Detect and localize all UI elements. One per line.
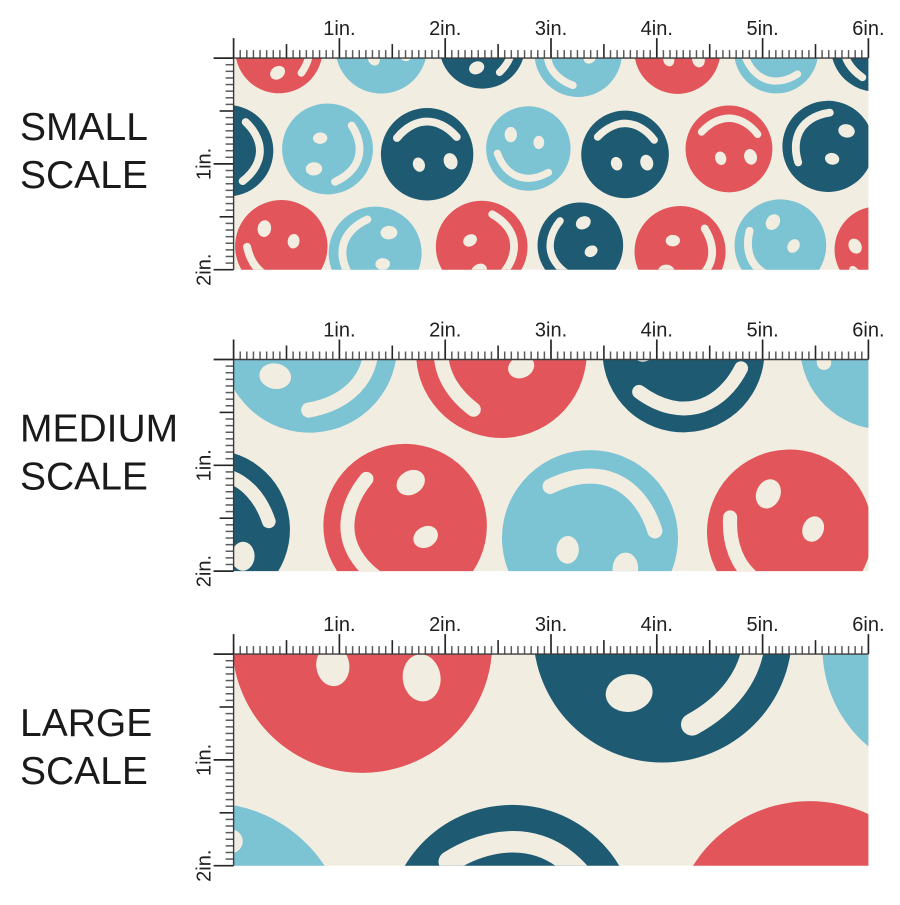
svg-text:1in.: 1in. [194, 744, 216, 776]
svg-text:3in.: 3in. [535, 18, 567, 40]
svg-text:2in.: 2in. [194, 555, 216, 587]
svg-text:1in.: 1in. [323, 614, 355, 636]
svg-text:1in.: 1in. [323, 18, 355, 40]
svg-text:5in.: 5in. [746, 18, 778, 40]
svg-text:5in.: 5in. [746, 614, 778, 636]
svg-text:2in.: 2in. [429, 614, 461, 636]
svg-text:4in.: 4in. [641, 18, 673, 40]
svg-text:2in.: 2in. [194, 850, 216, 882]
svg-text:2in.: 2in. [429, 320, 461, 342]
svg-text:LARGE: LARGE [20, 702, 152, 745]
svg-text:1in.: 1in. [323, 320, 355, 342]
svg-text:5in.: 5in. [746, 320, 778, 342]
svg-text:SCALE: SCALE [20, 455, 148, 498]
svg-text:3in.: 3in. [535, 614, 567, 636]
svg-text:2in.: 2in. [429, 18, 461, 40]
svg-text:6in.: 6in. [852, 18, 884, 40]
svg-text:2in.: 2in. [194, 254, 216, 286]
svg-text:6in.: 6in. [852, 614, 884, 636]
svg-text:6in.: 6in. [852, 320, 884, 342]
svg-text:4in.: 4in. [641, 320, 673, 342]
svg-text:4in.: 4in. [641, 614, 673, 636]
svg-text:MEDIUM: MEDIUM [20, 407, 178, 450]
svg-text:1in.: 1in. [194, 449, 216, 481]
svg-text:1in.: 1in. [194, 148, 216, 180]
svg-text:SMALL: SMALL [20, 106, 148, 149]
svg-text:3in.: 3in. [535, 320, 567, 342]
svg-text:SCALE: SCALE [20, 750, 148, 793]
svg-text:SCALE: SCALE [20, 154, 148, 197]
